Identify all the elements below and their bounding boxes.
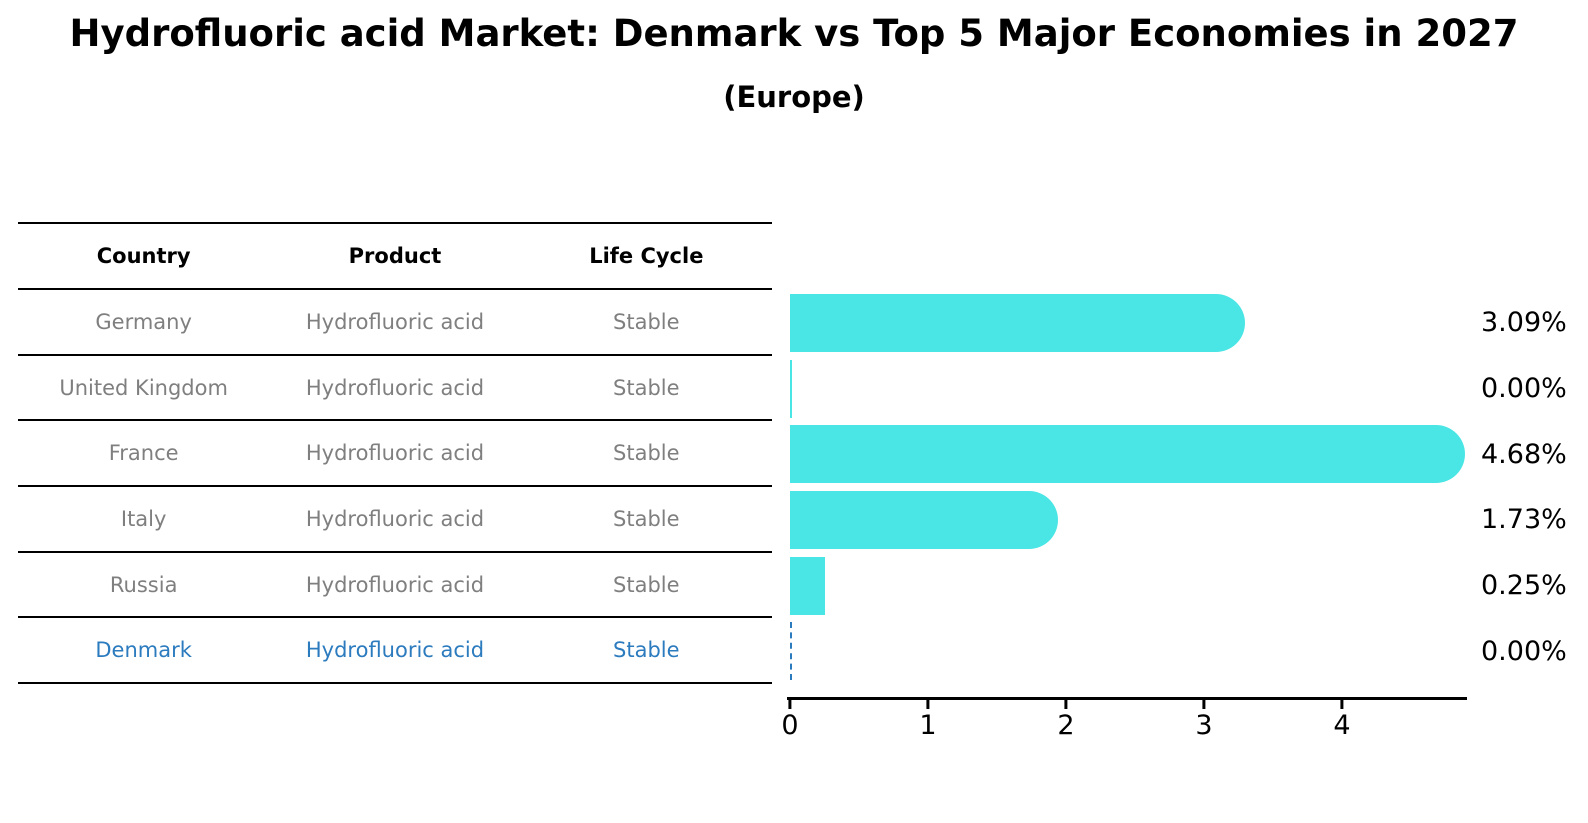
value-label-italy: 1.73% (1481, 504, 1567, 536)
cell-product: Hydrofluoric acid (305, 441, 485, 466)
bar-russia (790, 556, 825, 615)
cell-lifecycle: Stable (613, 309, 680, 334)
cell-lifecycle: Stable (613, 441, 680, 466)
tick-mark (1340, 700, 1344, 709)
tick-mark (788, 700, 792, 709)
tick-mark (1202, 700, 1206, 709)
x-axis-tick: 0 (781, 700, 799, 741)
cell-product: Hydrofluoric acid (305, 506, 485, 531)
value-label-germany: 3.09% (1481, 307, 1567, 339)
cell-country: Denmark (95, 638, 192, 663)
cell-product: Hydrofluoric acid (305, 309, 485, 334)
table-row: Russia Hydrofluoric acid Stable (18, 553, 772, 619)
cell-country: France (108, 441, 179, 466)
cell-country: Germany (95, 309, 192, 334)
column-header-product: Product (348, 244, 442, 268)
table-row: France Hydrofluoric acid Stable (18, 421, 772, 488)
tick-label: 3 (1195, 710, 1213, 741)
chart-subtitle: (Europe) (723, 80, 865, 114)
bar-row-russia: 0.25% (790, 553, 1588, 619)
bar-chart: 3.09% 0.00% 4.68% 1.73% 0.25% 0.00% (790, 290, 1588, 684)
bar-row-germany: 3.09% (790, 290, 1588, 356)
table-row-denmark-highlight: Denmark Hydrofluoric acid Stable (18, 618, 772, 685)
bar-germany (790, 294, 1246, 352)
cell-lifecycle: Stable (613, 638, 680, 663)
x-axis-tick: 4 (1333, 700, 1351, 741)
bar-denmark (790, 622, 792, 681)
x-axis-tick: 1 (919, 700, 937, 741)
value-label-russia: 0.25% (1481, 570, 1567, 602)
cell-lifecycle: Stable (613, 572, 680, 597)
table-row: United Kingdom Hydrofluoric acid Stable (18, 356, 772, 422)
table-header-row: Country Product Life Cycle (18, 222, 772, 290)
value-label-united-kingdom: 0.00% (1481, 373, 1567, 405)
cell-country: Russia (109, 572, 178, 597)
tick-label: 0 (781, 710, 799, 741)
tick-label: 4 (1333, 710, 1351, 741)
x-axis: 0 1 2 3 4 (781, 697, 1588, 757)
cell-product: Hydrofluoric acid (305, 375, 485, 400)
cell-country: United Kingdom (59, 375, 228, 400)
table-row: Italy Hydrofluoric acid Stable (18, 487, 772, 553)
x-axis-tick: 2 (1057, 700, 1075, 741)
bar-row-france: 4.68% (790, 421, 1588, 487)
cell-lifecycle: Stable (613, 375, 680, 400)
x-axis-spine (787, 697, 1467, 700)
value-label-france: 4.68% (1481, 438, 1567, 470)
bar-row-united-kingdom: 0.00% (790, 356, 1588, 422)
chart-title: Hydrofluoric acid Market: Denmark vs Top… (69, 12, 1519, 55)
bar-france (790, 425, 1465, 484)
country-table: Country Product Life Cycle Germany Hydro… (18, 222, 772, 685)
tick-mark (926, 700, 930, 709)
bar-italy (790, 491, 1058, 550)
tick-label: 2 (1057, 710, 1075, 741)
x-axis-tick: 3 (1195, 700, 1213, 741)
cell-lifecycle: Stable (613, 506, 680, 531)
tick-mark (1064, 700, 1068, 709)
column-header-lifecycle: Life Cycle (589, 244, 704, 268)
cell-product: Hydrofluoric acid (305, 572, 485, 597)
table-row: Germany Hydrofluoric acid Stable (18, 290, 772, 356)
tick-label: 1 (919, 710, 937, 741)
cell-country: Italy (120, 506, 167, 531)
bar-united-kingdom (790, 359, 792, 418)
bar-row-italy: 1.73% (790, 487, 1588, 553)
cell-product: Hydrofluoric acid (305, 638, 485, 663)
column-header-country: Country (96, 244, 191, 268)
value-label-denmark: 0.00% (1481, 635, 1567, 667)
bar-row-denmark: 0.00% (790, 618, 1588, 684)
